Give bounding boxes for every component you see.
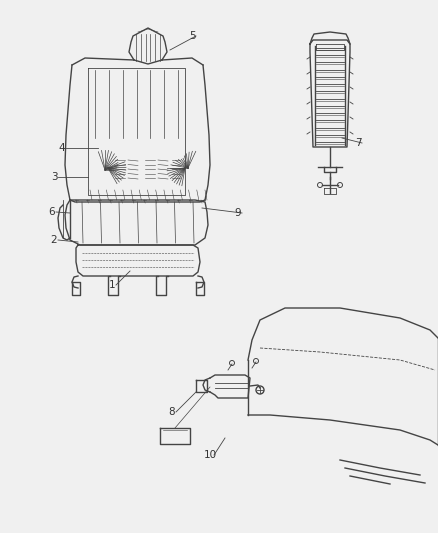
Text: 5: 5 <box>189 31 195 41</box>
Text: 9: 9 <box>235 208 241 218</box>
Text: 3: 3 <box>51 172 57 182</box>
Text: 2: 2 <box>51 235 57 245</box>
Text: 8: 8 <box>169 407 175 417</box>
Text: 1: 1 <box>109 280 115 290</box>
Text: 10: 10 <box>203 450 216 460</box>
Text: 4: 4 <box>59 143 65 153</box>
Text: 7: 7 <box>355 138 361 148</box>
Text: 6: 6 <box>49 207 55 217</box>
